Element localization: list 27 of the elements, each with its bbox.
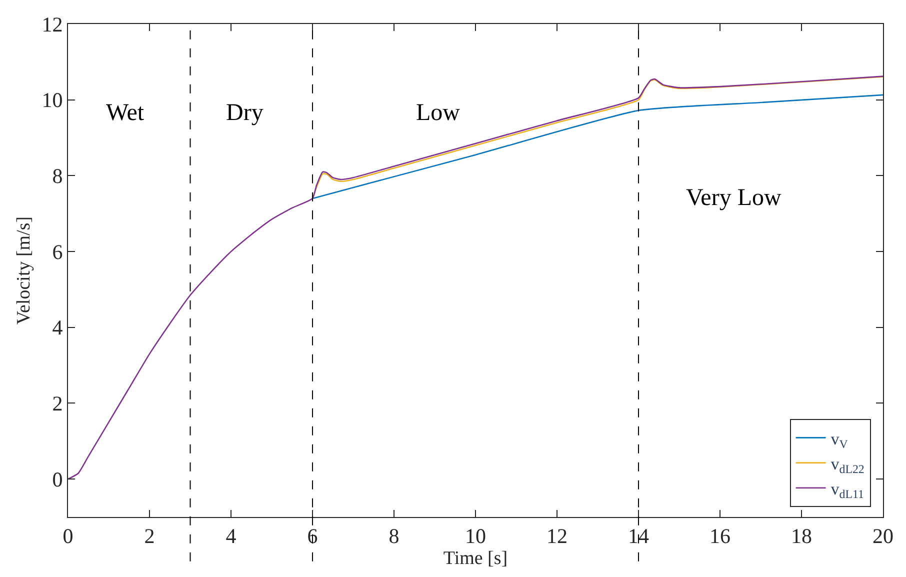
- x-tick-label: 16: [710, 524, 730, 548]
- y-tick-label: 4: [52, 316, 64, 340]
- x-tick-label: 4: [226, 524, 237, 548]
- annotation: Dry: [226, 100, 264, 126]
- x-tick-label: 20: [872, 524, 894, 548]
- x-tick-label: 6: [307, 524, 318, 548]
- x-axis-title: Time [s]: [443, 548, 508, 570]
- line-series: [68, 76, 883, 480]
- x-tick-label: 10: [465, 524, 486, 548]
- x-tick-label: 2: [144, 524, 155, 548]
- annotation: Wet: [106, 100, 144, 126]
- x-tick-label: 8: [388, 524, 400, 548]
- legend-label: v$_{dL22}$: [830, 454, 864, 476]
- annotation: Very Low: [686, 185, 782, 211]
- y-tick-label: 0: [52, 467, 63, 492]
- y-tick-label: 10: [42, 88, 63, 112]
- y-tick-label: 12: [42, 12, 63, 36]
- x-tick-label: 14: [628, 524, 650, 548]
- y-axis-title: Velocity [m/s]: [14, 216, 35, 325]
- legend-label: v$_{V}$: [830, 429, 848, 451]
- legend-label: v$_{dL11}$: [830, 480, 864, 502]
- y-tick-label: 8: [52, 164, 63, 188]
- y-tick-label: 6: [52, 240, 63, 264]
- annotation: Low: [416, 100, 461, 126]
- y-tick-label: 2: [52, 392, 63, 416]
- x-tick-label: 12: [546, 524, 568, 548]
- x-tick-label: 18: [791, 524, 812, 548]
